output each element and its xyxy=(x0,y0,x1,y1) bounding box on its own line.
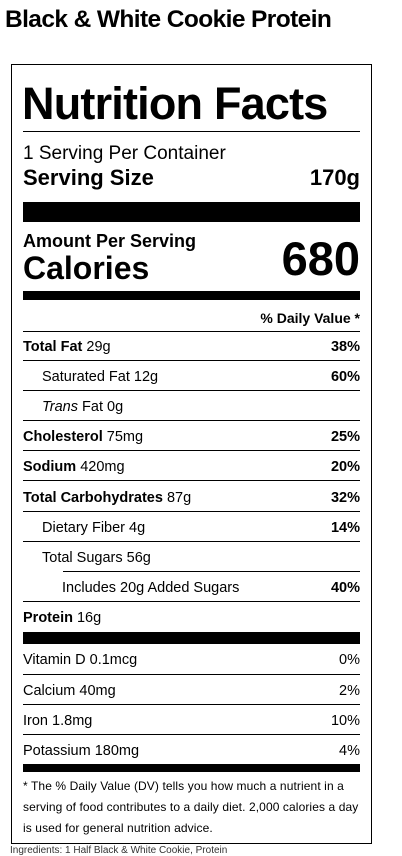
divider xyxy=(23,131,360,132)
divider xyxy=(23,704,360,705)
nutrient-amount: 0g xyxy=(107,399,124,415)
daily-value-footnote: * The % Daily Value (DV) tells you how m… xyxy=(23,779,359,835)
divider xyxy=(23,360,360,361)
thick-divider xyxy=(23,632,360,644)
daily-value-header: % Daily Value * xyxy=(260,310,360,326)
nutrient-name: Dietary Fiber xyxy=(42,520,125,536)
divider xyxy=(23,601,360,602)
vitamin-dv: 10% xyxy=(330,713,360,729)
divider xyxy=(23,674,360,675)
nutrient-amount: 4g xyxy=(129,520,146,536)
serving-size-value: 170g xyxy=(309,165,360,190)
nutrient-name: Includes 20g Added Sugars xyxy=(62,580,240,596)
serving-size-label: Serving Size xyxy=(23,165,154,190)
ingredients-text-cutoff: Ingredients: 1 Half Black & White Cookie… xyxy=(10,845,228,856)
vitamin-amount: 1.8mg xyxy=(52,713,93,729)
vitamin-amount: 180mg xyxy=(94,743,140,759)
nutrient-amount: 420mg xyxy=(80,459,125,475)
medium-divider xyxy=(23,291,360,300)
nutrient-name: Sodium xyxy=(23,459,77,475)
nutrient-dv: 25% xyxy=(330,429,360,445)
divider xyxy=(23,450,360,451)
nutrient-name: Total Sugars xyxy=(42,550,123,566)
vitamin-amount: 0.1mcg xyxy=(89,652,138,668)
nutrient-amount: 29g xyxy=(86,339,111,355)
divider xyxy=(63,571,360,572)
divider xyxy=(23,480,360,481)
divider xyxy=(23,420,360,421)
amount-per-serving: Amount Per Serving xyxy=(23,231,197,251)
vitamin-name: Iron xyxy=(23,713,48,729)
nutrient-dv: 40% xyxy=(330,580,360,596)
nutrient-dv: 32% xyxy=(330,490,360,506)
vitamin-name: Calcium xyxy=(23,683,76,699)
nutrient-name-suffix: Fat xyxy=(82,399,103,415)
divider xyxy=(23,390,360,391)
nutrient-amount: 75mg xyxy=(106,429,144,445)
vitamin-dv: 4% xyxy=(339,743,360,759)
nutrient-dv: 14% xyxy=(330,520,360,536)
vitamin-dv: 2% xyxy=(339,683,360,699)
thick-divider xyxy=(23,202,360,222)
vitamin-name: Vitamin D xyxy=(23,652,86,668)
nutrition-facts-heading: Nutrition Facts xyxy=(22,78,328,129)
medium-divider xyxy=(23,764,360,772)
vitamin-dv: 0% xyxy=(339,652,360,668)
calories-label: Calories xyxy=(23,250,150,286)
vitamin-amount: 40mg xyxy=(79,683,116,699)
calories-value: 680 xyxy=(281,232,360,285)
nutrient-name: Cholesterol xyxy=(23,429,103,445)
divider xyxy=(23,511,360,512)
nutrient-name: Protein xyxy=(23,610,73,626)
divider xyxy=(23,331,360,332)
divider xyxy=(23,541,360,542)
nutrition-facts-panel: Nutrition Facts 1 Serving Per Container … xyxy=(11,64,372,844)
product-title: Black & White Cookie Protein xyxy=(5,6,332,33)
nutrient-amount: 87g xyxy=(166,490,192,506)
nutrient-name: Total Carbohydrates xyxy=(23,490,163,506)
divider xyxy=(23,734,360,735)
nutrient-dv: 20% xyxy=(330,459,360,475)
nutrient-name: Saturated Fat xyxy=(42,369,130,385)
nutrition-facts-inner: Nutrition Facts 1 Serving Per Container … xyxy=(22,65,360,843)
nutrient-name: Total Fat xyxy=(23,339,83,355)
vitamin-name: Potassium xyxy=(23,743,91,759)
servings-per-container: 1 Serving Per Container xyxy=(23,143,226,164)
nutrient-amount: 12g xyxy=(133,369,159,385)
nutrient-dv: 60% xyxy=(330,369,360,385)
nutrient-dv: 38% xyxy=(330,339,360,355)
nutrient-name: Trans xyxy=(42,399,78,415)
nutrient-amount: 16g xyxy=(76,610,102,626)
nutrient-amount: 56g xyxy=(126,550,151,566)
